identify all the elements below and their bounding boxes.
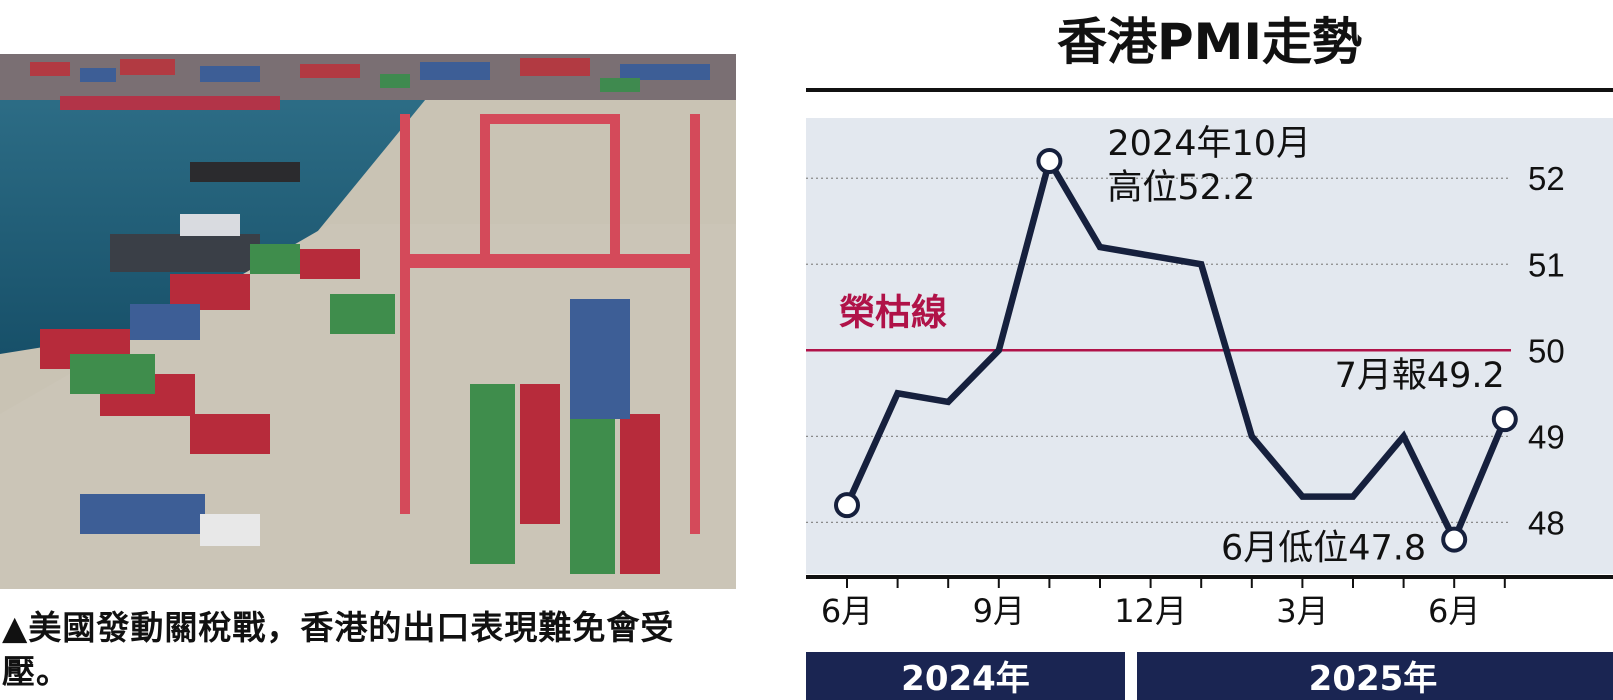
y-tick-labels: 48 49 50 51 52 bbox=[1528, 160, 1565, 541]
data-point-marker bbox=[834, 492, 860, 519]
year-label: 2024年 bbox=[901, 659, 1030, 699]
x-tick-label: 3月 bbox=[1276, 592, 1328, 630]
year-band-2025 bbox=[1137, 652, 1613, 700]
x-tick-label: 6月 bbox=[821, 592, 873, 630]
series-markers bbox=[834, 148, 1518, 553]
x-tick-label: 6月 bbox=[1428, 592, 1480, 630]
threshold-label: 榮枯線 bbox=[839, 292, 947, 333]
y-tick-label: 49 bbox=[1528, 418, 1565, 455]
annotation-label: 6月低位47.8 bbox=[1221, 529, 1426, 569]
port-photo-illustration bbox=[0, 54, 736, 589]
y-tick-label: 51 bbox=[1528, 246, 1565, 283]
annotation-label: 2024年10月 bbox=[1107, 124, 1311, 164]
photo-caption: ▲美國發動關稅戰，香港的出口表現難免會受壓。 bbox=[2, 608, 675, 691]
port-photo bbox=[0, 54, 736, 589]
y-tick-label: 50 bbox=[1528, 332, 1565, 369]
year-band-2024 bbox=[806, 652, 1125, 700]
data-point-marker bbox=[1036, 148, 1063, 175]
series-line bbox=[844, 152, 1508, 548]
annotation-label: 高位52.2 bbox=[1107, 168, 1255, 208]
chart-title: 香港PMI走勢 bbox=[1056, 13, 1362, 71]
y-tick-label: 48 bbox=[1528, 504, 1565, 541]
data-point-marker bbox=[1491, 406, 1518, 433]
pmi-line-chart: 榮枯線 48 49 50 51 52 6月 9月 12月 3月 6月 2024年10月高位52.… bbox=[806, 118, 1613, 700]
plot-background bbox=[806, 118, 1613, 574]
x-tick-label: 12月 bbox=[1114, 592, 1187, 630]
year-bar: 2024年 2025年 bbox=[806, 652, 1613, 700]
data-point-marker bbox=[1441, 526, 1468, 553]
year-label: 2025年 bbox=[1309, 659, 1438, 699]
x-axis: 6月 9月 12月 3月 6月 bbox=[806, 575, 1613, 630]
y-tick-label: 52 bbox=[1528, 160, 1565, 197]
x-tick-label: 9月 bbox=[973, 592, 1025, 630]
annotation-label: 7月報49.2 bbox=[1335, 356, 1505, 396]
title-rule bbox=[806, 88, 1613, 92]
